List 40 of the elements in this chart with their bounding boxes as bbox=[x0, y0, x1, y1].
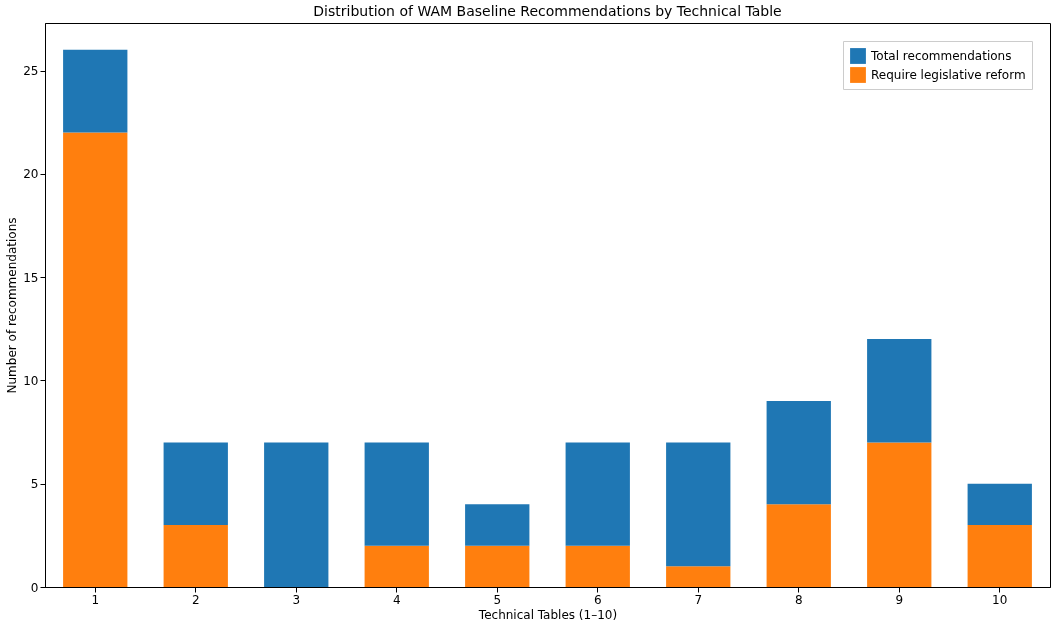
x-tick-label: 10 bbox=[992, 592, 1008, 607]
x-tick-label: 9 bbox=[895, 592, 904, 607]
bar bbox=[63, 49, 128, 133]
x-tick-label: 4 bbox=[392, 592, 401, 607]
x-tick-label: 7 bbox=[694, 592, 703, 607]
bar bbox=[867, 442, 932, 587]
bar bbox=[565, 442, 630, 546]
bar bbox=[766, 401, 831, 505]
legend-label: Total recommendations bbox=[870, 49, 1012, 63]
bar bbox=[63, 132, 128, 587]
bar bbox=[766, 504, 831, 587]
y-tick-label: 15 bbox=[23, 270, 39, 285]
bar bbox=[163, 525, 228, 587]
bar bbox=[465, 545, 530, 587]
x-tick-label: 6 bbox=[593, 592, 602, 607]
bar bbox=[163, 442, 228, 526]
x-tick-label: 3 bbox=[292, 592, 301, 607]
bar bbox=[364, 442, 429, 546]
bar bbox=[565, 545, 630, 587]
bar bbox=[867, 339, 932, 443]
bar bbox=[666, 442, 731, 567]
x-tick-label: 1 bbox=[91, 592, 100, 607]
bar bbox=[364, 545, 429, 587]
y-axis-title: Number of recommendations bbox=[5, 217, 20, 394]
bar bbox=[264, 442, 329, 587]
x-tick-label: 8 bbox=[794, 592, 803, 607]
x-tick-label: 2 bbox=[191, 592, 200, 607]
chart-title: Distribution of WAM Baseline Recommendations by Technical Table bbox=[313, 3, 782, 19]
y-tick-label: 25 bbox=[23, 64, 39, 79]
x-tick-label: 5 bbox=[493, 592, 502, 607]
y-tick-label: 10 bbox=[23, 373, 39, 388]
bar bbox=[967, 525, 1032, 587]
y-tick-label: 5 bbox=[30, 477, 39, 492]
legend-label: Require legislative reform bbox=[871, 68, 1026, 82]
bar bbox=[666, 566, 731, 587]
x-axis-title: Technical Tables (1–10) bbox=[477, 607, 618, 622]
y-tick-label: 20 bbox=[23, 167, 39, 182]
bar bbox=[465, 504, 530, 546]
bar bbox=[967, 483, 1032, 526]
y-tick-label: 0 bbox=[30, 580, 39, 595]
